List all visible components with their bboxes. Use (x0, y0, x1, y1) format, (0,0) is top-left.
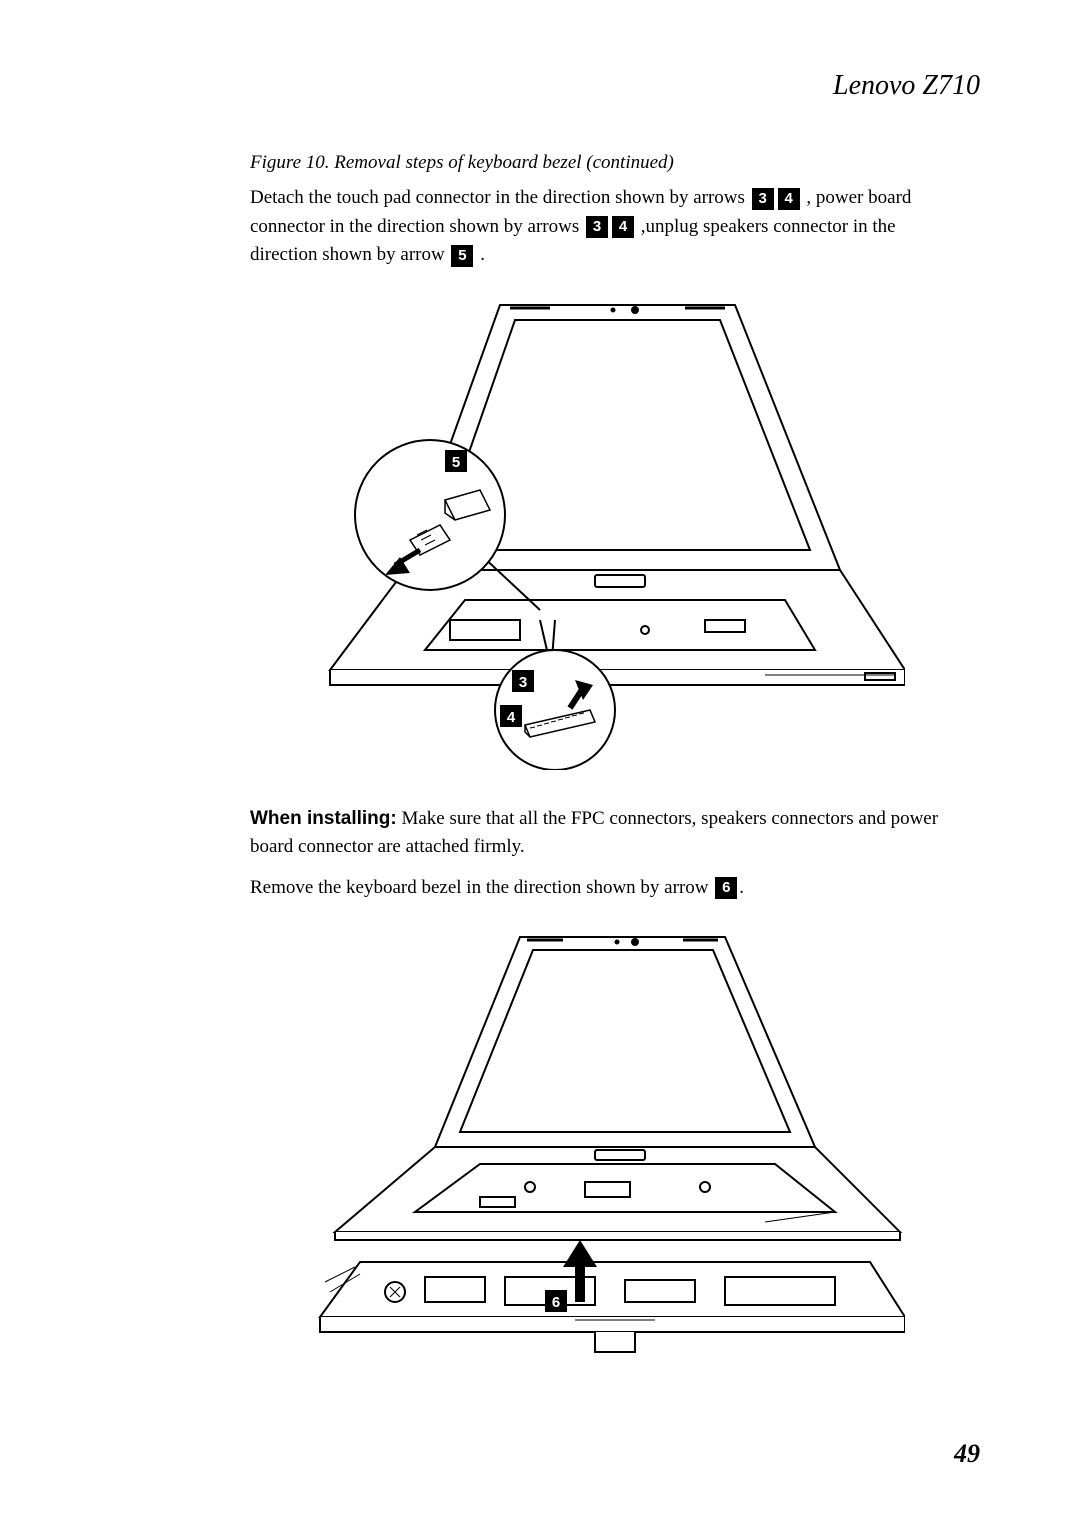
callout-6: 6 (715, 877, 737, 899)
callout-3b: 3 (586, 216, 608, 238)
paragraph-detach: Detach the touch pad connector in the di… (250, 184, 960, 270)
diagram-1: 5 3 (250, 290, 960, 775)
remove-bezel-text: Remove the keyboard bezel in the directi… (250, 874, 960, 903)
d1-callout-4: 4 (507, 709, 516, 726)
page-number: 49 (954, 1439, 980, 1469)
d2-callout-6: 6 (552, 1294, 560, 1311)
callout-3a: 3 (752, 188, 774, 210)
content-area: Figure 10. Removal steps of keyboard bez… (250, 152, 960, 1387)
remove-text-1: Remove the keyboard bezel in the directi… (250, 877, 713, 898)
laptop-diagram-1-svg: 5 3 (305, 290, 905, 770)
callout-5: 5 (451, 245, 473, 267)
diagram-2: 6 (250, 922, 960, 1387)
remove-text-2: . (739, 877, 744, 898)
product-title: Lenovo Z710 (100, 70, 980, 102)
figure-caption: Figure 10. Removal steps of keyboard bez… (250, 152, 960, 174)
install-label: When installing: (250, 808, 397, 829)
callout-4b: 4 (612, 216, 634, 238)
p1-text-1: Detach the touch pad connector in the di… (250, 187, 750, 208)
d1-callout-3: 3 (519, 674, 527, 691)
callout-4a: 4 (778, 188, 800, 210)
install-note: When installing: Make sure that all the … (250, 805, 960, 862)
laptop-diagram-2-svg: 6 (305, 922, 905, 1382)
page-container: Lenovo Z710 Figure 10. Removal steps of … (0, 0, 1080, 1529)
p1-text-4: . (475, 244, 485, 265)
d1-callout-5: 5 (452, 454, 460, 471)
